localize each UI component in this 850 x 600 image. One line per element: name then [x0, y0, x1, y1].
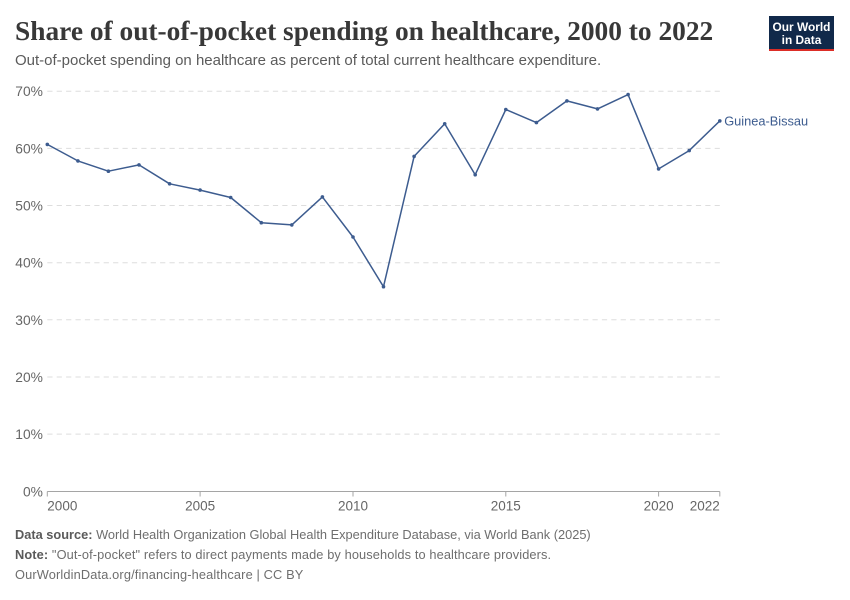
svg-text:30%: 30% [15, 313, 43, 328]
svg-text:2000: 2000 [47, 498, 77, 513]
svg-text:2015: 2015 [491, 498, 521, 513]
svg-text:2020: 2020 [644, 498, 674, 513]
svg-text:40%: 40% [15, 256, 43, 271]
svg-text:70%: 70% [15, 84, 43, 99]
svg-text:2005: 2005 [185, 498, 215, 513]
svg-text:10%: 10% [15, 427, 43, 442]
svg-text:Guinea-Bissau: Guinea-Bissau [724, 114, 808, 129]
svg-text:50%: 50% [15, 199, 43, 214]
svg-text:60%: 60% [15, 141, 43, 156]
svg-text:20%: 20% [15, 370, 43, 385]
svg-text:2010: 2010 [338, 498, 368, 513]
svg-text:0%: 0% [23, 485, 43, 500]
svg-text:2022: 2022 [690, 498, 720, 513]
